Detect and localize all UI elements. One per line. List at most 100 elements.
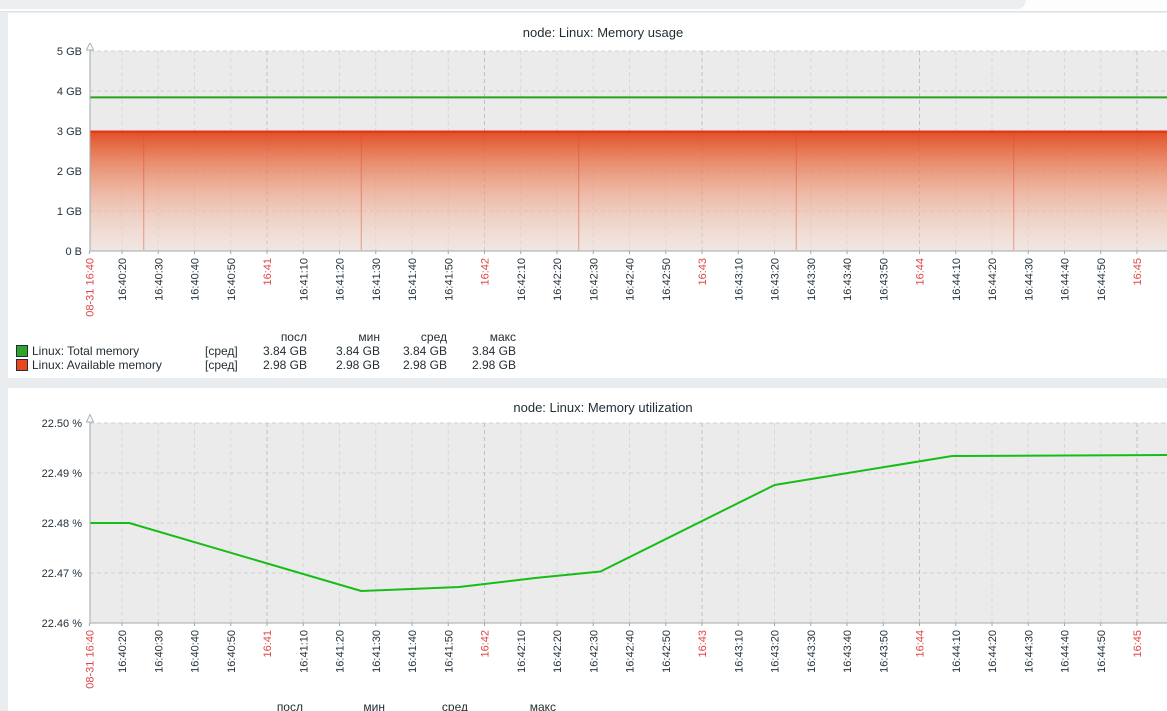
- y-tick-label: 1 GB: [57, 206, 82, 218]
- x-tick-label: 16:43: [697, 630, 709, 658]
- legend-stat-value: 2.98 GB: [262, 358, 307, 372]
- x-tick-label: 16:44:50: [1096, 630, 1108, 673]
- x-tick-label: 16:44:10: [951, 630, 963, 673]
- x-tick-label: 16:40:30: [153, 630, 165, 673]
- y-tick-labels: 0 B 1 GB 2 GB 3 GB 4 GB 5 GB: [57, 46, 82, 258]
- x-tick-label: 16:45: [1132, 258, 1144, 286]
- x-tick-label: 16:45: [1132, 630, 1144, 658]
- legend-swatch: [16, 345, 32, 357]
- x-tick-label: 16:40:50: [226, 258, 238, 301]
- x-tick-label: 16:42:50: [661, 258, 673, 301]
- x-tick-label: 16:41:10: [298, 630, 310, 673]
- x-tick-labels: 08-31 16:40 16:40:20 16:40:30 16:40:40 16:40…: [84, 258, 1144, 317]
- x-tick-label: 16:43:20: [770, 630, 782, 673]
- legend-series-name: Linux: Available memory: [32, 358, 162, 372]
- x-tick-label: 16:44: [915, 258, 927, 286]
- axes: [85, 413, 1167, 626]
- legend-stat-value: 3.84 GB: [402, 344, 447, 358]
- y-tick-label: 22.47 %: [42, 568, 83, 580]
- browser-tab: [0, 0, 1026, 9]
- legend-col-header: посл: [280, 330, 307, 344]
- x-tick-label: 16:42:40: [625, 258, 637, 301]
- y-axis-arrow-icon: [85, 43, 95, 51]
- legend-col-header: сред: [441, 700, 468, 711]
- chart-title-memory-usage: node: Linux: Memory usage: [522, 25, 684, 40]
- x-tick-label: 16:43:50: [878, 630, 890, 673]
- x-tick-label: 16:42:40: [625, 630, 637, 673]
- x-tick-label: 16:44:50: [1096, 258, 1108, 301]
- y-axis-arrow-icon: [85, 413, 95, 423]
- x-tick-label: 16:44:30: [1023, 630, 1035, 673]
- memory-utilization-legend: посл мин сред макс: [16, 700, 556, 711]
- y-tick-labels: 22.46 % 22.47 % 22.48 % 22.49 % 22.50 %: [42, 418, 83, 630]
- chart-title-memory-utilization: node: Linux: Memory utilization: [513, 400, 693, 415]
- y-tick-label: 0 B: [65, 246, 82, 258]
- widget-memory-usage-card: node: Linux: Memory usage 0 B 1 GB 2 GB 3 G…: [8, 13, 1167, 378]
- y-tick-label: 4 GB: [57, 86, 82, 98]
- x-tick-label: 16:43:50: [878, 258, 890, 301]
- x-tick-labels: 08-31 16:40 16:40:20 16:40:30 16:40:40 16:40…: [84, 630, 1144, 689]
- y-tick-label: 2 GB: [57, 166, 82, 178]
- x-tick-label: 16:41:30: [371, 630, 383, 673]
- x-tick-label: 16:42: [480, 630, 492, 658]
- x-tick-label: 16:40:40: [190, 630, 202, 673]
- x-tick-label: 16:41:50: [443, 630, 455, 673]
- x-tick-label: 16:42:30: [588, 258, 600, 301]
- x-tick-label: 16:42:10: [516, 258, 528, 301]
- legend-col-header: сред: [420, 330, 447, 344]
- x-tick-label: 16:40:20: [117, 258, 129, 301]
- legend-col-header: посл: [276, 700, 303, 711]
- legend-stat-value: 3.84 GB: [471, 344, 516, 358]
- widget-memory-utilization-card: node: Linux: Memory utilization 22.46 % 2…: [8, 388, 1167, 711]
- x-tick-label: 16:44:10: [951, 258, 963, 301]
- y-tick-label: 3 GB: [57, 126, 82, 138]
- series-linux-available-memory: [90, 130, 1167, 251]
- x-tick-label: 16:41: [262, 630, 274, 658]
- memory-usage-graph[interactable]: 0 B 1 GB 2 GB 3 GB 4 GB 5 GB 08-31 16:40 16:40:…: [8, 43, 1167, 328]
- memory-utilization-graph[interactable]: 22.46 % 22.47 % 22.48 % 22.49 % 22.50 % 08-31…: [8, 413, 1167, 698]
- x-tick-label: 08-31 16:40: [84, 630, 96, 689]
- legend-stat-value: 3.84 GB: [262, 344, 307, 358]
- x-tick-label: 16:42:20: [552, 258, 564, 301]
- legend-agg-tag: [сред]: [205, 344, 238, 358]
- y-tick-label: 5 GB: [57, 46, 82, 58]
- x-tick-label: 16:43:20: [770, 258, 782, 301]
- x-tick-label: 16:44: [915, 630, 927, 658]
- legend-col-header: макс: [489, 330, 516, 344]
- x-tick-label: 16:41:30: [371, 258, 383, 301]
- x-tick-label: 16:41:20: [335, 630, 347, 673]
- x-tick-label: 16:44:30: [1023, 258, 1035, 301]
- x-tick-label: 16:41:40: [407, 258, 419, 301]
- x-tick-label: 16:41: [262, 258, 274, 286]
- legend-series-name: Linux: Total memory: [32, 344, 140, 358]
- x-tick-label: 08-31 16:40: [84, 258, 96, 317]
- x-tick-label: 16:42:30: [588, 630, 600, 673]
- x-tick-label: 16:43: [697, 258, 709, 286]
- y-tick-label: 22.50 %: [42, 418, 83, 430]
- x-tick-label: 16:43:10: [733, 630, 745, 673]
- y-tick-label: 22.48 %: [42, 518, 83, 530]
- axes: [85, 43, 1167, 254]
- x-tick-label: 16:43:30: [806, 258, 818, 301]
- memory-usage-legend: посл мин сред макс Linux: Total memory [сред]…: [16, 330, 516, 372]
- tab-strip-divider: [0, 11, 1167, 12]
- x-tick-label: 16:42:10: [516, 630, 528, 673]
- legend-stat-value: 2.98 GB: [335, 358, 380, 372]
- x-tick-label: 16:44:40: [1060, 258, 1072, 301]
- legend-agg-tag: [сред]: [205, 358, 238, 372]
- x-tick-label: 16:40:40: [190, 258, 202, 301]
- x-tick-label: 16:43:30: [806, 630, 818, 673]
- legend-stat-value: 2.98 GB: [402, 358, 447, 372]
- x-tick-label: 16:40:20: [117, 630, 129, 673]
- x-tick-label: 16:41:50: [443, 258, 455, 301]
- series-linux-memory-utilization: [90, 454, 1167, 592]
- y-tick-label: 22.46 %: [42, 618, 83, 630]
- x-tick-label: 16:44:20: [987, 630, 999, 673]
- x-tick-label: 16:40:50: [226, 630, 238, 673]
- x-tick-label: 16:44:20: [987, 258, 999, 301]
- x-tick-label: 16:42: [480, 258, 492, 286]
- x-tick-label: 16:40:30: [153, 258, 165, 301]
- y-tick-label: 22.49 %: [42, 468, 83, 480]
- legend-col-header: мин: [363, 700, 385, 711]
